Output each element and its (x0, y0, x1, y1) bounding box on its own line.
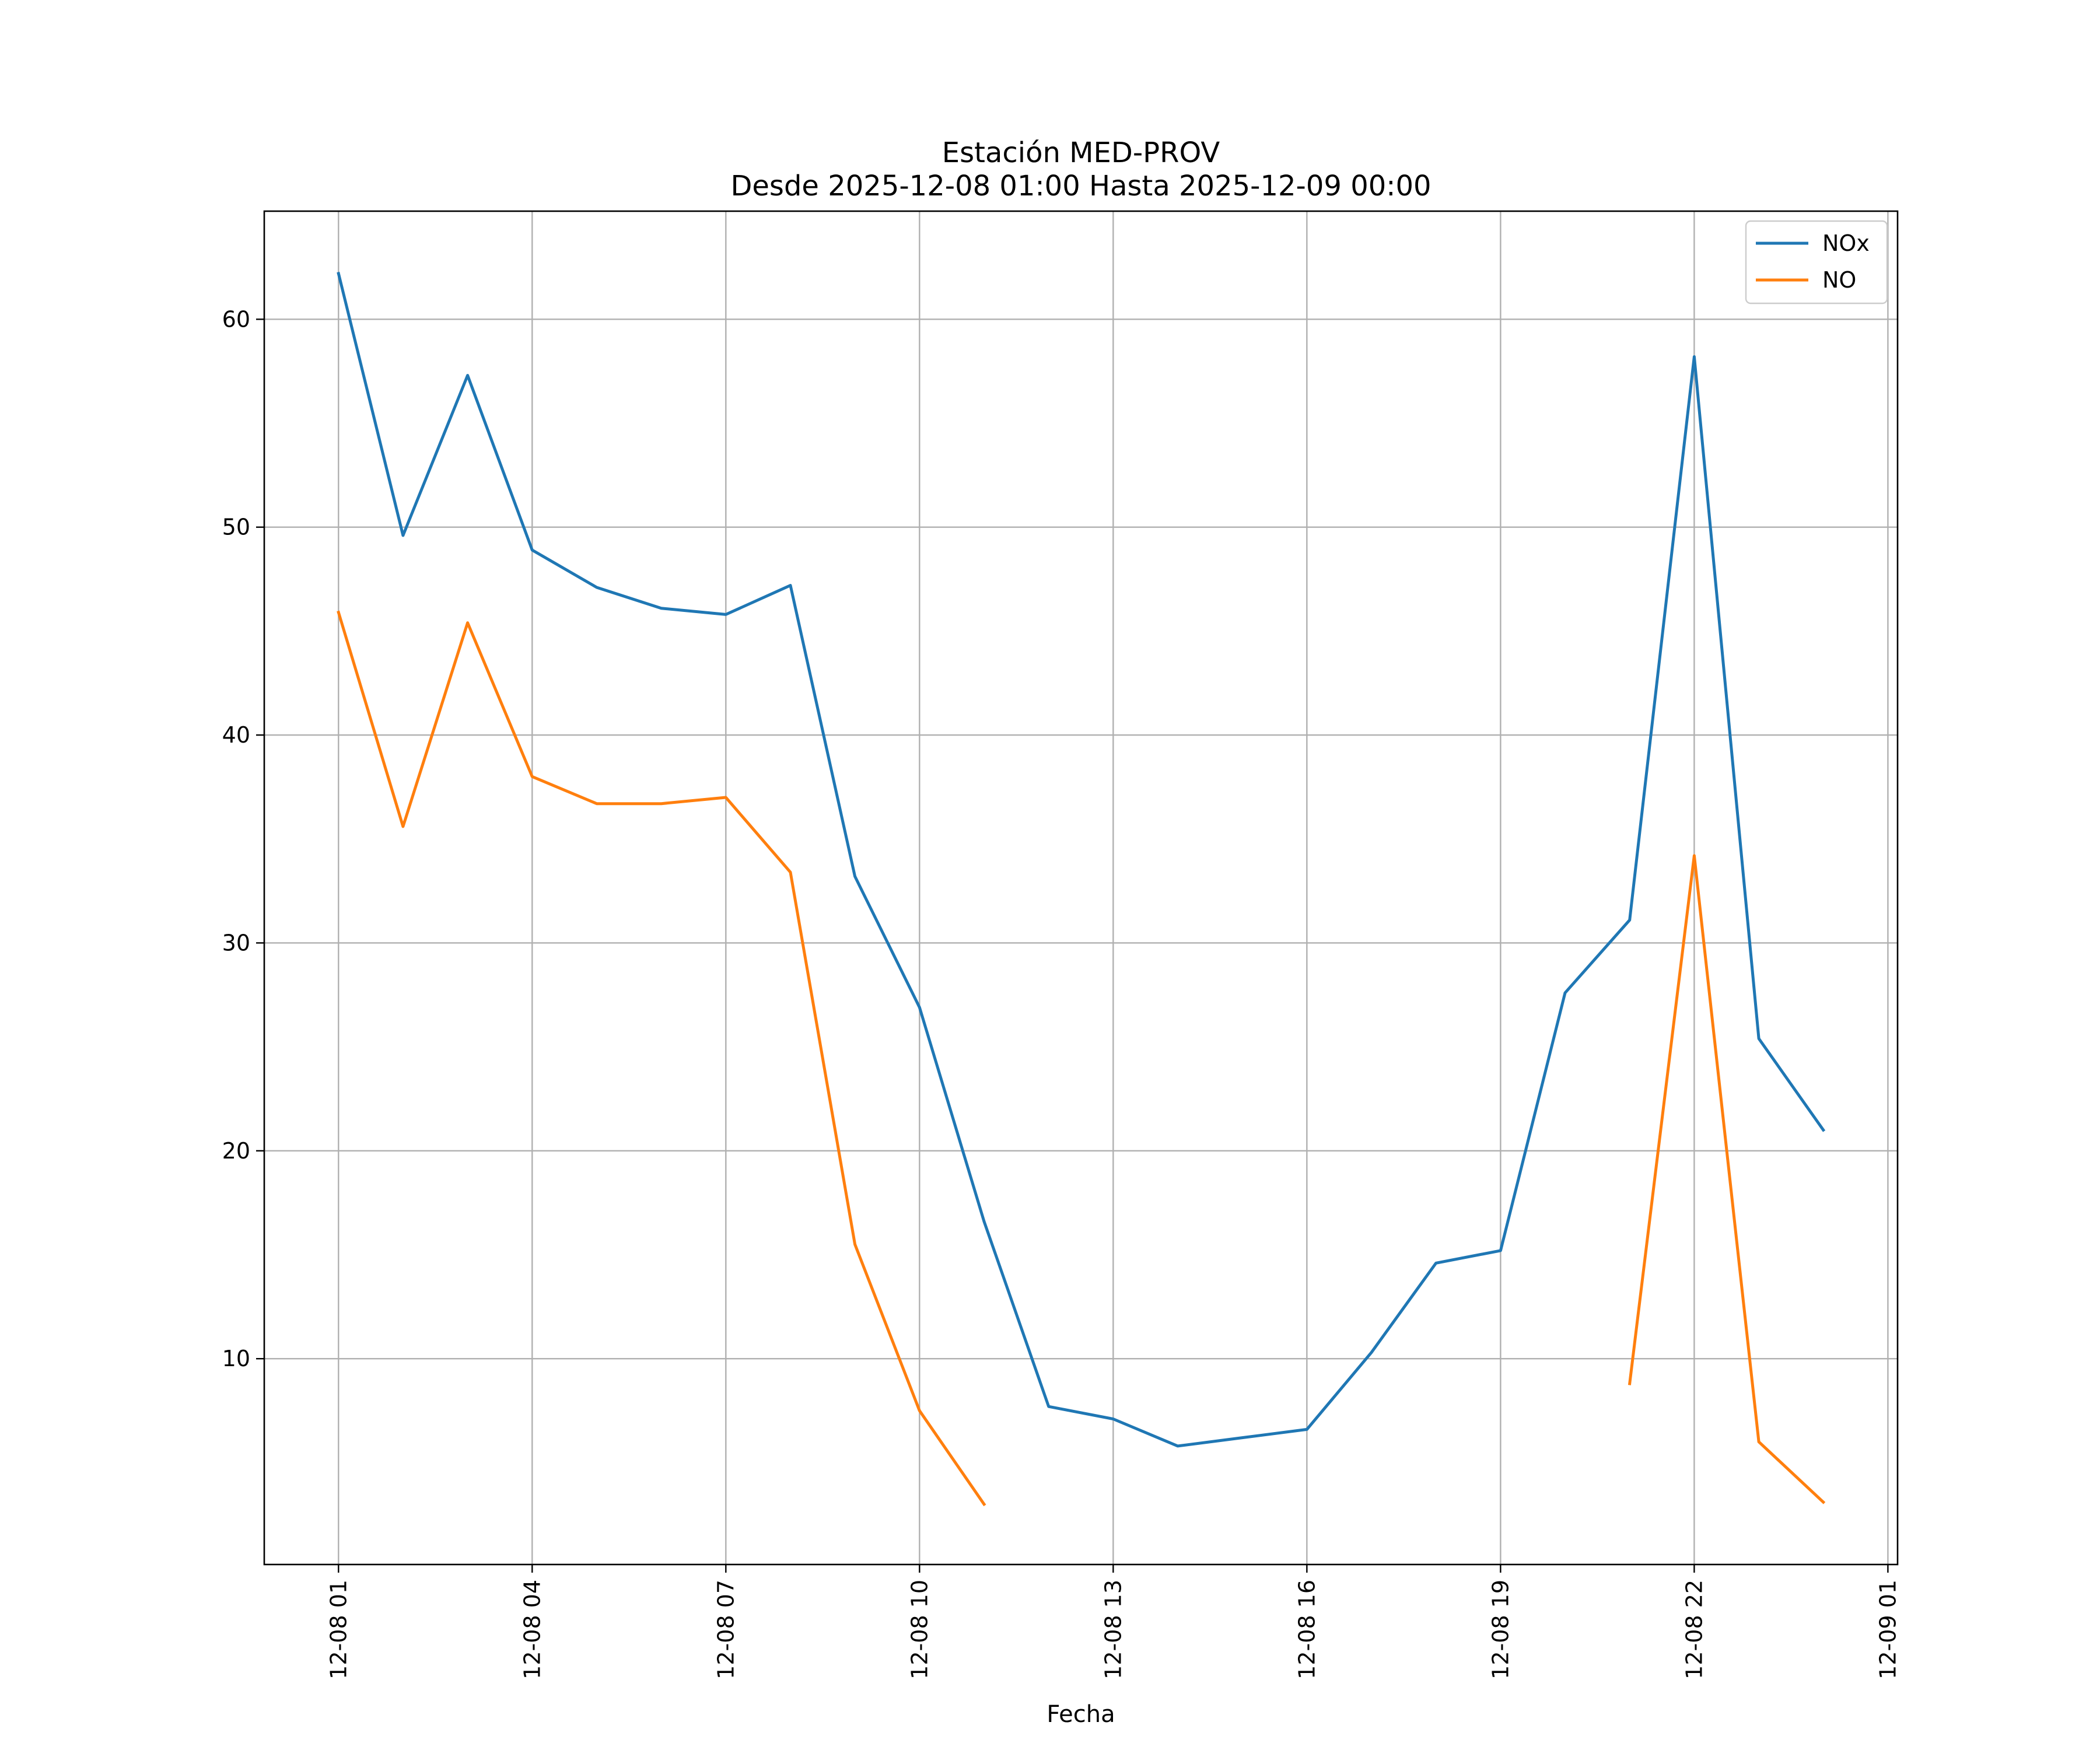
series-line-nox (337, 271, 1826, 1448)
y-tick-label: 40 (222, 722, 250, 748)
y-tick-label: 20 (222, 1138, 250, 1164)
plot-area-frame (263, 210, 1899, 1566)
x-axis-label: Fecha (1046, 1701, 1115, 1728)
legend: NOx NO (1745, 220, 1888, 304)
ticks: 12-08 01 12-08 04 12-08 07 12-08 10 12-08 13… (222, 306, 1901, 1679)
y-tick-label: 60 (222, 306, 250, 332)
chart-title-line-2: Desde 2025-12-08 01:00 Hasta 2025-12-09 … (730, 170, 1431, 202)
legend-label-no: NO (1822, 267, 1856, 293)
series-line-no (337, 610, 1826, 1507)
y-tick-label: 30 (222, 930, 250, 956)
series-lines (337, 271, 1826, 1507)
legend-label-nox: NOx (1822, 230, 1870, 256)
x-tick-label: 12-09 01 (1875, 1580, 1901, 1679)
x-tick-label: 12-08 10 (907, 1580, 932, 1679)
x-tick-label: 12-08 16 (1294, 1580, 1320, 1679)
grid (264, 211, 1898, 1564)
x-tick-label: 12-08 13 (1100, 1580, 1126, 1679)
x-tick-label: 12-08 19 (1488, 1580, 1513, 1679)
x-tick-label: 12-08 07 (713, 1580, 738, 1679)
legend-box (1745, 220, 1888, 304)
x-tick-label: 12-08 04 (519, 1580, 545, 1679)
x-tick-label: 12-08 01 (326, 1580, 351, 1679)
chart-title-line-1: Estación MED-PROV (942, 136, 1220, 169)
x-tick-label: 12-08 22 (1681, 1580, 1707, 1679)
y-tick-label: 50 (222, 514, 250, 540)
y-tick-label: 10 (222, 1346, 250, 1371)
